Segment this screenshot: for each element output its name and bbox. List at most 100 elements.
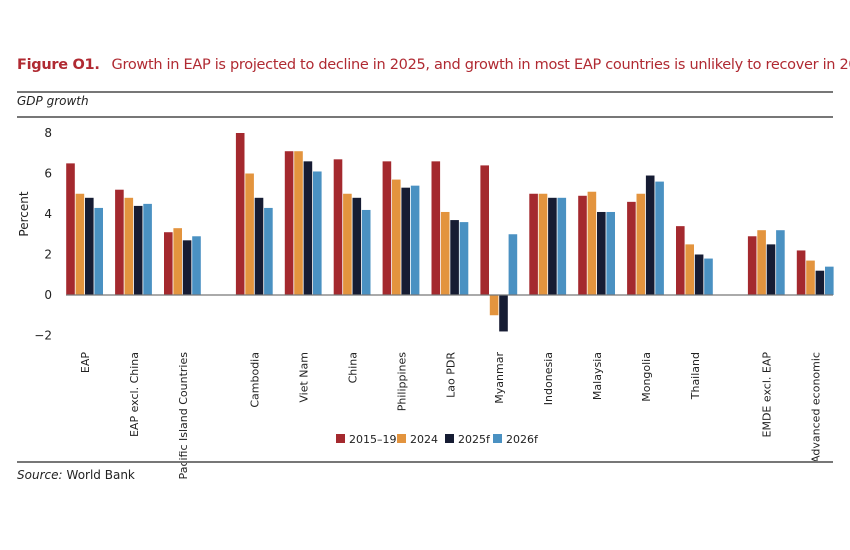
y-tick-label: 6: [44, 167, 52, 181]
bar: [757, 230, 766, 295]
x-tick-label: EAP excl. China: [128, 352, 141, 437]
bar: [655, 181, 664, 295]
bar: [294, 151, 303, 295]
bar: [747, 236, 757, 295]
bar: [627, 201, 636, 295]
bar: [538, 193, 548, 295]
y-tick-label: 2: [44, 248, 52, 262]
source-label: Source:: [17, 468, 63, 482]
x-tick-label: Philippines: [395, 352, 408, 412]
bar: [529, 193, 538, 295]
bar: [382, 161, 392, 295]
x-tick-label: Viet Nam: [298, 352, 311, 403]
bar: [192, 236, 201, 295]
source-note: Source: World Bank: [17, 468, 135, 482]
bar: [75, 193, 85, 295]
legend-label: 2025f: [458, 433, 491, 446]
x-tick-label: Lao PDR: [444, 352, 457, 398]
bar: [450, 220, 459, 295]
bar: [164, 232, 173, 295]
bar: [431, 161, 441, 295]
bar: [124, 197, 134, 295]
bar: [557, 197, 567, 295]
bar: [499, 295, 508, 332]
bar: [825, 266, 834, 295]
bar: [704, 258, 713, 295]
y-tick-label: 4: [44, 207, 52, 221]
bar: [776, 230, 785, 295]
bar: [85, 197, 94, 295]
x-tick-label: Indonesia: [542, 352, 555, 405]
subtitle-divider: [17, 116, 833, 118]
figure-title-text: Growth in EAP is projected to decline in…: [111, 57, 850, 73]
bar: [245, 173, 254, 295]
title-divider: [17, 91, 833, 93]
x-tick-label: Thailand: [689, 352, 702, 400]
bar: [578, 195, 587, 295]
legend-swatch: [336, 434, 345, 443]
bar: [806, 260, 815, 295]
x-tick-label: Cambodia: [249, 352, 262, 408]
bar: [115, 189, 124, 295]
bar: [636, 193, 646, 295]
bar: [489, 295, 499, 316]
bar: [676, 226, 685, 295]
bar: [548, 197, 557, 295]
bar: [410, 185, 420, 295]
bar: [815, 270, 825, 295]
x-tick-label: Mongolia: [640, 352, 653, 402]
x-tick-label: Malaysia: [591, 352, 604, 400]
bar: [182, 240, 192, 295]
bar: [173, 228, 182, 295]
y-axis-label: Percent: [17, 191, 31, 236]
x-tick-label: Myanmar: [493, 352, 506, 404]
y-tick-label: 8: [44, 126, 52, 140]
bar: [401, 187, 410, 295]
bar: [343, 193, 352, 295]
bar: [587, 191, 597, 295]
bar: [352, 197, 362, 295]
legend-swatch: [493, 434, 502, 443]
bar: [645, 175, 655, 295]
chart-subtitle: GDP growth: [17, 94, 89, 108]
x-tick-label: China: [347, 352, 360, 383]
bar: [508, 234, 518, 295]
x-tick-label: Advanced economic: [810, 352, 823, 463]
y-tick-label: −2: [34, 329, 52, 343]
bar: [796, 250, 806, 295]
bar: [284, 151, 294, 295]
bar: [133, 205, 143, 295]
bottom-divider: [17, 461, 833, 463]
bar: [66, 163, 75, 295]
bar: [254, 197, 264, 295]
bar: [143, 203, 152, 295]
bar: [333, 159, 343, 295]
bar: [440, 211, 450, 295]
bar: [303, 161, 313, 295]
legend-swatch: [445, 434, 454, 443]
bar: [606, 211, 615, 295]
x-tick-label: EMDE excl. EAP: [761, 352, 774, 438]
bar: [459, 222, 469, 295]
bar: [94, 207, 103, 295]
figure-title: Figure O1. Growth in EAP is projected to …: [17, 57, 850, 73]
legend-label: 2024: [410, 433, 438, 446]
y-tick-label: 0: [44, 288, 52, 302]
legend-label: 2015–19: [349, 433, 397, 446]
x-tick-label: Pacific Island Countries: [177, 352, 190, 480]
bar: [361, 209, 371, 295]
bar: [694, 254, 704, 295]
legend-swatch: [397, 434, 406, 443]
bar: [235, 133, 245, 295]
legend-label: 2026f: [506, 433, 539, 446]
bar: [597, 211, 606, 295]
bar: [685, 244, 694, 295]
source-text: World Bank: [66, 468, 135, 482]
bar: [392, 179, 401, 295]
bar: [480, 165, 489, 295]
x-tick-label: EAP: [79, 352, 92, 373]
bar: [264, 207, 273, 295]
figure-label: Figure O1.: [17, 57, 100, 73]
